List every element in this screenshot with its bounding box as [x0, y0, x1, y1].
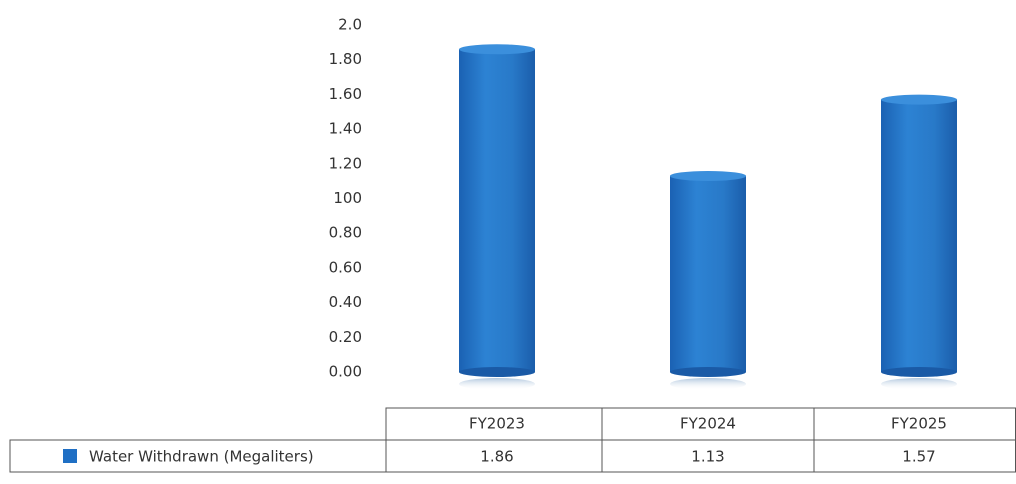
y-tick-label: 1.80: [329, 50, 362, 68]
y-tick-label: 1.40: [329, 120, 362, 138]
bar-bottom: [459, 367, 535, 377]
y-tick-label: 1.60: [329, 85, 362, 103]
x-tick-label: FY2024: [680, 415, 736, 433]
table-value: 1.86: [480, 448, 513, 466]
bar-reflection: [881, 378, 957, 390]
y-tick-label: 100: [333, 189, 362, 207]
bar-reflection: [459, 378, 535, 390]
bar-top: [881, 94, 957, 105]
bar-shade: [881, 99, 957, 372]
table-value: 1.57: [902, 448, 935, 466]
y-tick-label: 0.80: [329, 224, 362, 242]
x-tick-label: FY2023: [469, 415, 525, 433]
x-tick-label: FY2025: [891, 415, 947, 433]
y-tick-label: 1.20: [329, 154, 362, 172]
bar-shade: [670, 175, 746, 372]
bar-top: [670, 170, 746, 181]
table-value: 1.13: [691, 448, 724, 466]
bar-top: [459, 44, 535, 55]
y-tick-label: 0.40: [329, 293, 362, 311]
bar-shade: [459, 49, 535, 372]
y-tick-label: 0.20: [329, 328, 362, 346]
bar-reflection: [670, 378, 746, 390]
y-tick-label: 2.0: [338, 16, 362, 34]
y-tick-label: 0.60: [329, 258, 362, 276]
y-tick-label: 0.00: [329, 363, 362, 381]
legend-swatch: [63, 449, 77, 463]
bar-bottom: [881, 367, 957, 377]
legend-label: Water Withdrawn (Megaliters): [89, 448, 314, 466]
bar-bottom: [670, 367, 746, 377]
